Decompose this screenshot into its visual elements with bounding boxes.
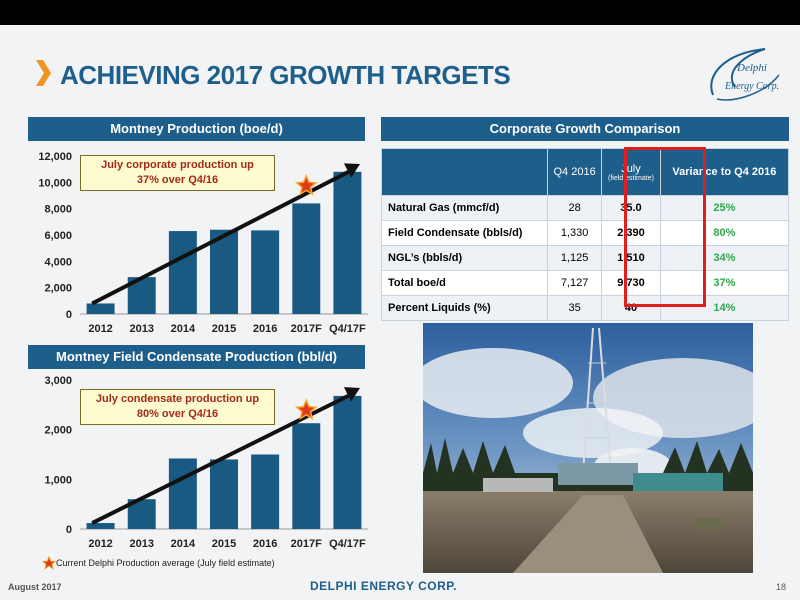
footer-date: August 2017 xyxy=(8,582,62,592)
drilling-rig-photo xyxy=(423,323,753,573)
page-number: 18 xyxy=(776,582,787,592)
row-q4: 28 xyxy=(546,195,603,221)
y-tick-label: 10,000 xyxy=(38,177,72,189)
production-bar-chart: 0 2,000 4,000 6,000 8,000 10,000 12,000 2012 201… xyxy=(38,151,368,335)
bar xyxy=(86,523,115,529)
row-label: Percent Liquids (%) xyxy=(381,295,548,321)
chevron-right-icon xyxy=(36,60,51,86)
condensate-callout: July condensate production up 80% over Q… xyxy=(80,389,275,425)
x-tick-label: 2016 xyxy=(253,538,277,550)
footer-company: DELPHI ENERGY CORP. xyxy=(310,579,458,593)
row-label: Total boe/d xyxy=(381,270,548,296)
production-panel-title: Montney Production (boe/d) xyxy=(28,117,365,141)
x-tick-label: Q4/17F xyxy=(329,323,366,335)
star-icon xyxy=(42,556,56,570)
production-callout-line-1: July corporate production up xyxy=(101,159,254,171)
y-tick-label: 0 xyxy=(66,524,72,536)
bar xyxy=(333,171,362,314)
page-title: ACHIEVING 2017 GROWTH TARGETS xyxy=(60,60,511,90)
row-label: NGL’s (bbls/d) xyxy=(381,245,548,271)
row-variance: 37% xyxy=(659,270,790,296)
bar xyxy=(210,459,238,529)
row-july: 35.0 xyxy=(601,195,661,221)
logo-word-2: Energy Corp. xyxy=(724,81,779,92)
table-header-q4: Q4 2016 xyxy=(546,148,603,196)
bar xyxy=(333,395,362,529)
row-july: 40 xyxy=(601,295,661,321)
legend-note: Current Delphi Production average (July … xyxy=(56,558,275,568)
y-tick-label: 6,000 xyxy=(44,230,72,242)
star-marker xyxy=(294,398,318,420)
y-tick-label: 4,000 xyxy=(44,256,72,268)
table-row: Natural Gas (mmcf/d) 28 35.0 25% xyxy=(381,195,790,221)
bar xyxy=(168,458,197,529)
bar xyxy=(210,229,238,314)
x-tick-label: Q4/17F xyxy=(329,538,366,550)
x-tick-label: 2012 xyxy=(88,538,112,550)
comparison-panel-title: Corporate Growth Comparison xyxy=(381,117,789,141)
row-label: Field Condensate (bbls/d) xyxy=(381,220,548,246)
y-tick-label: 3,000 xyxy=(44,375,72,387)
x-tick-label: 2013 xyxy=(129,538,153,550)
row-variance: 14% xyxy=(659,295,790,321)
table-row: NGL’s (bbls/d) 1,125 1,510 34% xyxy=(381,245,790,271)
y-tick-label: 0 xyxy=(66,309,72,321)
trend-arrow-head xyxy=(343,163,361,178)
logo-word-1: Delphi xyxy=(736,62,767,74)
bar xyxy=(292,423,321,529)
row-label: Natural Gas (mmcf/d) xyxy=(381,195,548,221)
top-black-bar xyxy=(0,0,800,25)
row-variance: 34% xyxy=(659,245,790,271)
production-callout-line-2: 37% over Q4/16 xyxy=(136,174,219,186)
x-tick-label: 2014 xyxy=(171,538,196,550)
company-logo: Delphi Energy Corp. xyxy=(710,48,780,101)
row-july: 1,510 xyxy=(601,245,661,271)
bar xyxy=(251,230,280,314)
bar xyxy=(168,231,197,314)
table-row: Total boe/d 7,127 9,730 37% xyxy=(381,270,790,296)
table-header-july: July (field estimate) xyxy=(601,148,661,196)
table-header-row: Q4 2016 July (field estimate) Variance t… xyxy=(381,148,790,196)
y-tick-label: 2,000 xyxy=(44,425,72,437)
table-header-variance: Variance to Q4 2016 xyxy=(659,148,790,196)
trend-arrow-head xyxy=(343,387,361,402)
row-july: 2,390 xyxy=(601,220,661,246)
x-tick-label: 2012 xyxy=(88,323,112,335)
y-tick-label: 1,000 xyxy=(44,474,72,486)
row-q4: 35 xyxy=(546,295,603,321)
x-tick-label: 2015 xyxy=(212,323,236,335)
row-variance: 25% xyxy=(659,195,790,221)
star-marker xyxy=(294,173,318,196)
x-tick-label: 2017F xyxy=(291,538,322,550)
row-q4: 1,330 xyxy=(546,220,603,246)
y-tick-label: 2,000 xyxy=(44,283,72,295)
x-tick-label: 2016 xyxy=(253,323,277,335)
july-header-subtitle: (field estimate) xyxy=(608,174,654,182)
y-tick-label: 8,000 xyxy=(44,204,72,216)
row-q4: 7,127 xyxy=(546,270,603,296)
table-header-empty xyxy=(381,148,548,196)
bar xyxy=(251,454,280,529)
condensate-bar-chart: 0 1,000 2,000 3,000 2012 2013 2014 2015 2016 2017… xyxy=(44,375,368,550)
condensate-callout-line-2: 80% over Q4/16 xyxy=(136,408,219,420)
production-callout: July corporate production up 37% over Q4… xyxy=(80,155,275,191)
x-tick-label: 2013 xyxy=(129,323,153,335)
x-tick-label: 2014 xyxy=(171,323,196,335)
table-row: Percent Liquids (%) 35 40 14% xyxy=(381,295,790,321)
row-q4: 1,125 xyxy=(546,245,603,271)
july-highlight-box xyxy=(624,147,706,307)
table-row: Field Condensate (bbls/d) 1,330 2,390 80… xyxy=(381,220,790,246)
condensate-panel-title: Montney Field Condensate Production (bbl… xyxy=(28,345,365,369)
bar xyxy=(292,203,321,314)
row-july: 9,730 xyxy=(601,270,661,296)
bar xyxy=(86,303,115,314)
x-tick-label: 2017F xyxy=(291,323,322,335)
y-tick-label: 12,000 xyxy=(38,151,72,163)
growth-comparison-table: Q4 2016 July (field estimate) Variance t… xyxy=(381,148,790,321)
condensate-callout-line-1: July condensate production up xyxy=(95,393,260,405)
x-tick-label: 2015 xyxy=(212,538,236,550)
